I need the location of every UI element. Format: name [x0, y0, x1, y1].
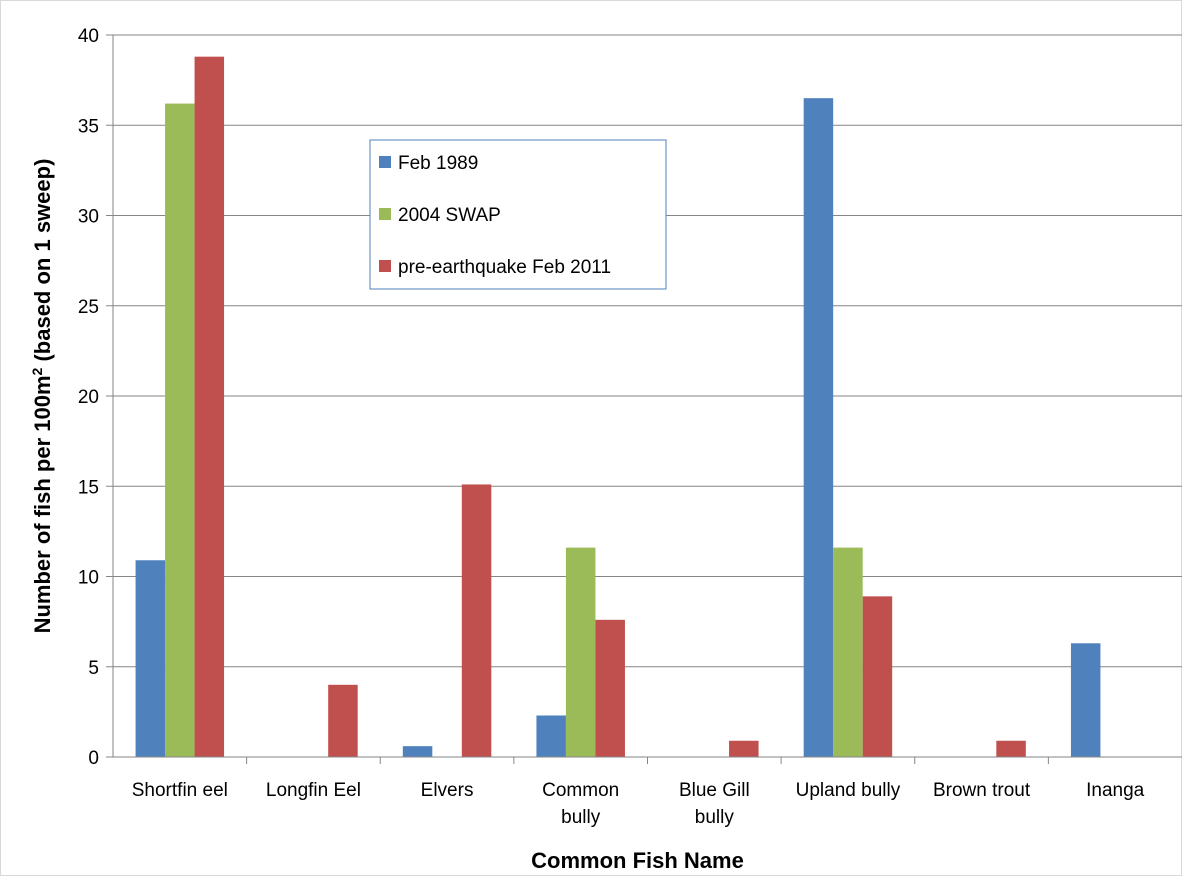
- y-tick-label: 10: [78, 568, 99, 589]
- y-tick-label: 35: [78, 116, 99, 137]
- legend-swatch: [379, 208, 391, 220]
- x-category-label: bully: [561, 807, 601, 828]
- bar-2004-swap-5: [833, 547, 863, 757]
- y-tick-label: 5: [88, 658, 99, 679]
- legend-label: pre-earthquake Feb 2011: [398, 257, 611, 278]
- x-category-label: Upland bully: [796, 780, 901, 801]
- x-category-label: Inanga: [1086, 780, 1145, 801]
- bar-2004-swap-0: [165, 103, 195, 758]
- bar-pre-earthquake-feb-2011-5: [862, 596, 893, 757]
- bar-feb-1989-2: [402, 746, 433, 757]
- y-tick-label: 25: [78, 297, 99, 318]
- x-category-label: bully: [695, 807, 735, 828]
- bar-pre-earthquake-feb-2011-6: [996, 740, 1026, 757]
- labels: 0 5 10 15 20 25 30 35 40 Shortfin eel Longfin Eel E…: [29, 26, 1145, 873]
- legend: Feb 1989 2004 SWAP pre-earthquake Feb 2011: [369, 139, 667, 290]
- y-axis-title: Number of fish per 100m2 (based on 1 swe…: [29, 159, 55, 634]
- bar-pre-earthquake-feb-2011-4: [729, 740, 759, 757]
- y-tick-label: 0: [88, 748, 99, 769]
- x-axis-title: Common Fish Name: [531, 848, 744, 873]
- bar-feb-1989-0: [135, 560, 166, 757]
- bar-pre-earthquake-feb-2011-1: [328, 684, 358, 757]
- y-tick-label: 20: [78, 387, 99, 408]
- axes: [106, 34, 1182, 764]
- bar-feb-1989-5: [803, 98, 834, 758]
- legend-box: [369, 139, 667, 290]
- x-category-label: Elvers: [421, 780, 474, 801]
- x-category-label: Common: [542, 780, 619, 801]
- x-category-label: Blue Gill: [679, 780, 750, 801]
- bar-feb-1989-7: [1070, 643, 1101, 757]
- legend-label: Feb 1989: [398, 153, 478, 174]
- legend-swatch: [379, 260, 391, 272]
- legend-swatch: [379, 156, 391, 168]
- bar-feb-1989-3: [536, 715, 566, 757]
- bars: [135, 56, 1101, 758]
- bar-pre-earthquake-feb-2011-3: [595, 619, 625, 757]
- x-category-label: Shortfin eel: [132, 780, 228, 801]
- y-tick-label: 30: [78, 207, 99, 228]
- bar-pre-earthquake-feb-2011-0: [194, 56, 225, 758]
- x-category-label: Longfin Eel: [266, 780, 361, 801]
- bar-pre-earthquake-feb-2011-2: [461, 484, 492, 757]
- x-category-label: Brown trout: [933, 780, 1031, 801]
- y-tick-label: 40: [78, 26, 99, 47]
- y-tick-label: 15: [78, 477, 99, 498]
- legend-label: 2004 SWAP: [398, 205, 501, 226]
- bar-2004-swap-3: [565, 547, 596, 757]
